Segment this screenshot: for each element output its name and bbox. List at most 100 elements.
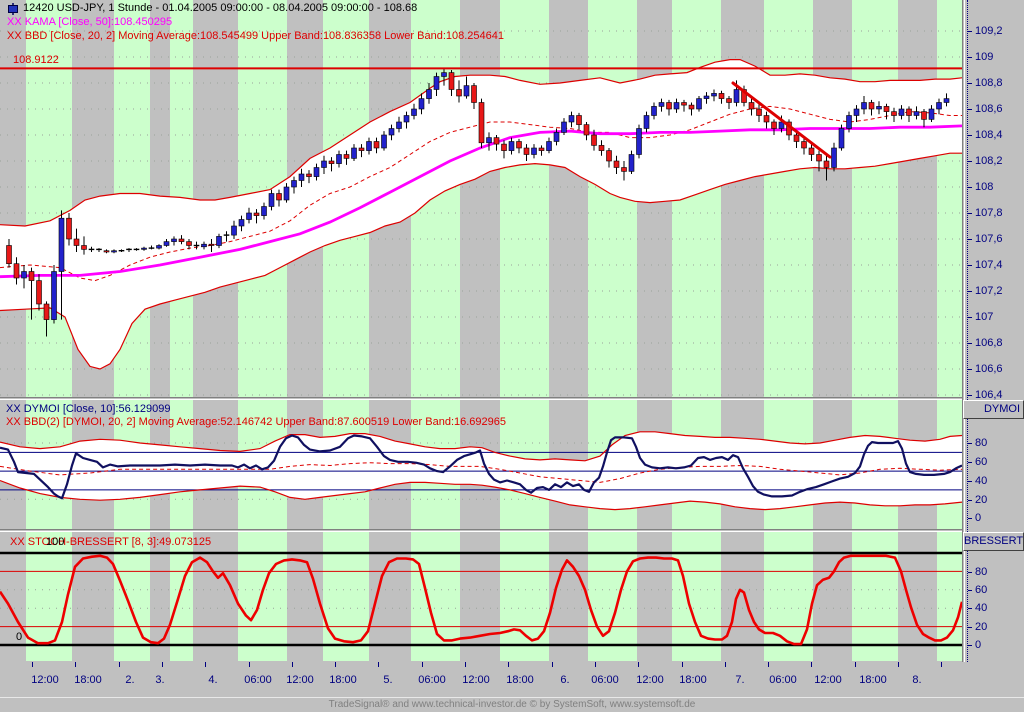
- time-tick: [768, 662, 770, 667]
- bb-ma-line: [0, 105, 962, 282]
- axis-tick: [968, 590, 972, 591]
- time-axis-label: 18:00: [74, 674, 102, 686]
- candle-body: [711, 93, 717, 97]
- price-axis-label: 80: [975, 566, 988, 578]
- candle-body: [546, 141, 552, 151]
- price-axis-label: 107,2: [975, 285, 1003, 297]
- candle-body: [883, 106, 890, 112]
- candle-body: [508, 141, 515, 151]
- main-chart-panel[interactable]: [0, 0, 962, 397]
- time-tick: [898, 662, 899, 667]
- kama-indicator-label[interactable]: XX KAMA [Close, 50]:108.450295: [7, 16, 173, 28]
- dymoi-panel[interactable]: [0, 400, 962, 529]
- axis-tick: [968, 608, 972, 609]
- candle-body: [658, 102, 665, 107]
- price-axis-label: 109,2: [975, 25, 1003, 37]
- price-axis-label: 108,2: [975, 155, 1003, 167]
- time-tick: [248, 662, 250, 667]
- dymoi-bbd-indicator-label[interactable]: XX BBD(2) [DYMOI, 20, 2] Moving Average:…: [6, 416, 507, 428]
- candle-body: [448, 72, 455, 90]
- candle-body: [261, 206, 267, 216]
- candle-body: [531, 147, 537, 155]
- candle-body: [808, 147, 815, 155]
- price-axis-label: 107,6: [975, 233, 1003, 245]
- candle-body: [771, 121, 777, 129]
- candle-body: [636, 128, 642, 155]
- dymoi-axis-button[interactable]: DYMOI: [963, 400, 1024, 419]
- candle-body: [733, 89, 740, 103]
- candle-body: [583, 124, 590, 136]
- time-tick: [811, 662, 813, 667]
- candle-body: [418, 98, 425, 110]
- candle-body: [493, 137, 500, 145]
- candle-body: [643, 115, 650, 129]
- time-tick: [335, 662, 337, 667]
- candle-body: [936, 102, 942, 110]
- candle-body: [718, 93, 725, 99]
- candle-body: [478, 102, 485, 144]
- candle-body: [666, 102, 672, 110]
- axis-tick: [968, 109, 972, 110]
- candle-body: [351, 147, 357, 159]
- candle-body: [178, 238, 185, 242]
- price-axis-label: 106,6: [975, 363, 1003, 375]
- candle-body: [928, 108, 935, 120]
- time-tick: [421, 662, 423, 667]
- main-plot: [0, 30, 962, 396]
- candle-body: [823, 160, 830, 168]
- axis-tick: [968, 462, 972, 463]
- hline-value-label[interactable]: 108.9122: [13, 54, 59, 66]
- bg-stripe: [852, 0, 898, 397]
- panel-divider[interactable]: [0, 529, 1024, 532]
- candle-body: [801, 141, 807, 149]
- candle-body: [726, 98, 732, 103]
- dymoi-upper-band: [0, 431, 962, 462]
- candle-body: [298, 173, 305, 181]
- stoch-indicator-label[interactable]: XX STOCH-BRESSERT [8, 3]:49.073125: [10, 536, 212, 548]
- axis-tick: [968, 135, 972, 136]
- candle-body: [523, 147, 530, 155]
- candle-body: [253, 212, 260, 216]
- time-tick: [161, 662, 163, 667]
- price-axis-label: 106,4: [975, 389, 1003, 401]
- panel-divider[interactable]: [0, 397, 1024, 400]
- price-axis[interactable]: DYMOI BRESSERT 109,2 109 108,8 108,6 108,4 10…: [963, 0, 1024, 662]
- bbd-indicator-label[interactable]: XX BBD [Close, 20, 2] Moving Average:108…: [7, 30, 504, 42]
- price-axis-label: 40: [975, 475, 988, 487]
- chart-title: 12420 USD-JPY, 1 Stunde - 01.04.2005 09:…: [23, 2, 418, 14]
- candle-body: [321, 160, 327, 168]
- candle-body: [268, 193, 275, 207]
- price-axis-label: 80: [975, 437, 988, 449]
- axis-tick: [968, 481, 972, 482]
- candle-body: [426, 89, 432, 99]
- axis-tick: [968, 161, 972, 162]
- candle-body: [81, 245, 87, 250]
- candle-body: [681, 102, 687, 106]
- axis-tick: [968, 395, 972, 396]
- candle-body: [343, 154, 350, 159]
- candle-body: [66, 217, 72, 240]
- candle-body: [306, 173, 312, 177]
- candle-body: [861, 102, 867, 110]
- price-axis-label: 20: [975, 494, 988, 506]
- candle-body: [741, 89, 747, 103]
- price-axis-label: 108,6: [975, 103, 1003, 115]
- time-axis-label: 12:00: [462, 674, 490, 686]
- dymoi-indicator-label[interactable]: XX DYMOI [Close, 10]:56.129099: [6, 403, 171, 415]
- bb-upper-line: [0, 58, 962, 227]
- chart-icon: [8, 3, 18, 15]
- candle-body: [21, 271, 27, 279]
- bressert-axis-button[interactable]: BRESSERT: [963, 532, 1024, 551]
- bressert-panel[interactable]: [0, 532, 962, 661]
- candle-body: [501, 143, 507, 151]
- time-axis-label: 12:00: [286, 674, 314, 686]
- candle-body: [673, 102, 680, 110]
- time-axis-label: 8.: [912, 674, 922, 686]
- price-axis-label: 60: [975, 584, 988, 596]
- candle-body: [606, 150, 612, 162]
- time-axis[interactable]: 12:00 18:00 2. 3. 4. 06:00 12:00 18:00 5. 06:00 12…: [0, 662, 962, 697]
- dymoi-line: [0, 434, 962, 500]
- time-axis-label: 3.: [155, 674, 165, 686]
- time-tick: [638, 662, 640, 667]
- axis-tick: [968, 291, 972, 292]
